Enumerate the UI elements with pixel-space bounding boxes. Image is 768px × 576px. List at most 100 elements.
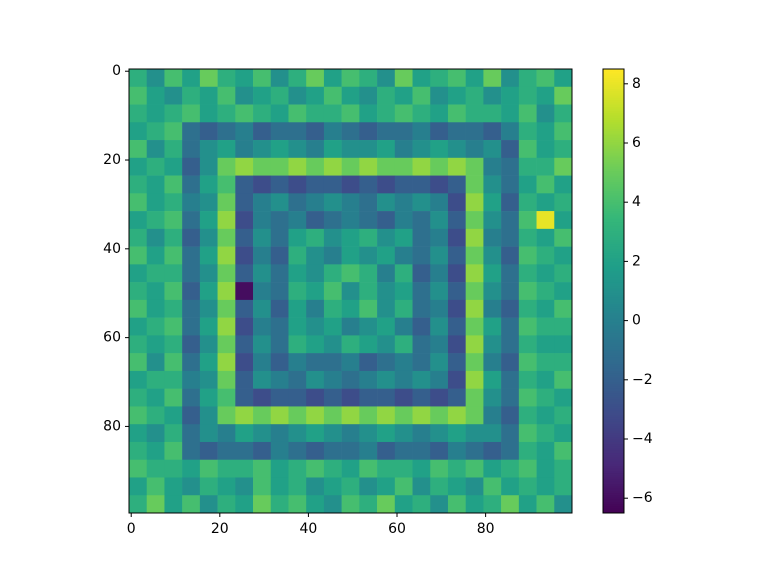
heatmap-cell: [323, 175, 342, 194]
heatmap-cell: [430, 370, 449, 389]
heatmap-cell: [430, 388, 449, 407]
heatmap-cell: [394, 86, 413, 105]
heatmap-cell: [164, 477, 183, 496]
heatmap-cell: [394, 317, 413, 336]
heatmap-cell: [288, 193, 307, 212]
colorbar-segment: [603, 217, 624, 221]
heatmap-cell: [182, 122, 201, 141]
heatmap-cell: [235, 495, 254, 514]
heatmap-cell: [217, 175, 236, 194]
colorbar-segment: [603, 160, 624, 163]
heatmap-cell: [164, 370, 183, 389]
heatmap-cell: [199, 175, 218, 194]
heatmap-cell: [465, 441, 484, 461]
heatmap-cell: [217, 104, 236, 123]
heatmap-cell: [430, 228, 449, 247]
heatmap-cell: [235, 104, 254, 123]
colorbar-segment: [603, 366, 624, 370]
heatmap-cell: [270, 193, 289, 212]
heatmap-cell: [182, 86, 201, 105]
heatmap-cell: [501, 335, 520, 354]
colorbar-segment: [603, 426, 624, 430]
heatmap-cell: [217, 317, 236, 336]
heatmap-cell: [235, 335, 254, 354]
heatmap-cell: [483, 211, 502, 230]
heatmap-cell: [323, 104, 342, 123]
heatmap-cell: [270, 477, 289, 496]
colorbar-segment: [603, 244, 624, 248]
heatmap-cell: [270, 228, 289, 247]
heatmap-cell: [483, 175, 502, 194]
heatmap-cell: [199, 370, 218, 389]
heatmap-cell: [199, 246, 218, 265]
colorbar-segment: [603, 286, 624, 290]
heatmap-cell: [146, 459, 165, 478]
heatmap-cell: [182, 353, 201, 372]
heatmap-cell: [182, 370, 201, 389]
colorbar-segment: [603, 291, 624, 294]
heatmap-cell: [164, 157, 183, 176]
heatmap-cell: [164, 495, 183, 514]
heatmap-cell: [377, 495, 396, 514]
heatmap-cell: [447, 264, 466, 283]
heatmap-cell: [129, 370, 148, 389]
heatmap-cell: [412, 69, 431, 88]
heatmap-cell: [146, 282, 165, 301]
colorbar-segment: [603, 501, 624, 505]
heatmap-cell: [341, 370, 360, 389]
colorbar-segment: [603, 195, 624, 199]
heatmap-cell: [199, 299, 218, 318]
heatmap-cell: [430, 193, 449, 212]
colorbar-segment: [603, 184, 624, 188]
heatmap-cell: [306, 69, 325, 88]
heatmap-cell: [164, 335, 183, 354]
heatmap-cell: [412, 459, 431, 478]
heatmap-cell: [501, 299, 520, 318]
heatmap-cell: [341, 282, 360, 301]
heatmap-cell: [217, 459, 236, 478]
heatmap-cell: [412, 388, 431, 407]
colorbar-segment: [603, 459, 624, 463]
heatmap-cell: [430, 477, 449, 496]
colorbar-segment: [603, 439, 624, 443]
colorbar-segment: [603, 337, 624, 341]
colorbar-segment: [603, 186, 624, 190]
heatmap-cell: [323, 246, 342, 265]
colorbar-segment: [603, 171, 624, 174]
heatmap-cell: [518, 211, 537, 230]
heatmap-cell: [554, 193, 573, 212]
heatmap-cell: [182, 459, 201, 478]
heatmap-cell: [306, 477, 325, 496]
heatmap-cell: [447, 335, 466, 354]
heatmap-cell: [518, 335, 537, 354]
heatmap-cell: [235, 228, 254, 247]
x-tick-label: 60: [388, 521, 406, 537]
heatmap-cell: [359, 86, 378, 105]
heatmap-cell: [465, 424, 484, 443]
colorbar-segment: [603, 75, 624, 79]
heatmap-cell: [341, 211, 360, 230]
colorbar-segment: [603, 428, 624, 432]
heatmap-cell: [235, 424, 254, 443]
heatmap-cell: [253, 317, 272, 336]
heatmap-cell: [306, 282, 325, 301]
heatmap-cell: [235, 175, 254, 194]
heatmap-cell: [554, 335, 573, 354]
heatmap-cell: [306, 335, 325, 354]
heatmap-cell: [253, 441, 272, 461]
heatmap-cell: [341, 477, 360, 496]
heatmap-cell: [536, 69, 555, 88]
colorbar-segment: [603, 473, 624, 476]
heatmap-cell: [341, 157, 360, 176]
heatmap-cell: [394, 69, 413, 88]
heatmap-cell: [394, 104, 413, 123]
heatmap-cell: [554, 157, 573, 176]
heatmap-cell: [288, 69, 307, 88]
colorbar-segment: [603, 259, 624, 263]
heatmap-cell: [377, 477, 396, 496]
heatmap-cell: [394, 424, 413, 443]
colorbar-segment: [603, 404, 624, 407]
colorbar-segment: [603, 413, 624, 416]
heatmap-cell: [412, 86, 431, 105]
heatmap-cell: [129, 424, 148, 443]
